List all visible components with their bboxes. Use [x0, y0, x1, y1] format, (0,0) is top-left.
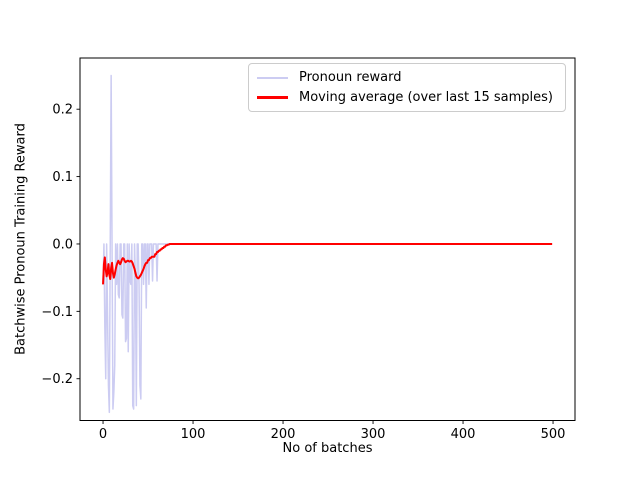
legend: Pronoun reward Moving average (over last…	[248, 63, 566, 112]
x-tick-label: 400	[451, 427, 476, 442]
legend-line-pronoun-reward-icon	[257, 76, 288, 79]
legend-line-moving-average-icon	[257, 95, 288, 99]
y-axis-label: Batchwise Pronoun Training Reward	[13, 123, 29, 355]
legend-label: Pronoun reward	[299, 70, 402, 86]
y-tick-label: −0.1	[41, 305, 73, 320]
x-tick-label: 200	[271, 427, 296, 442]
y-tick-label: 0.1	[52, 170, 73, 185]
x-tick-label: 300	[361, 427, 386, 442]
x-tick-label: 500	[541, 427, 566, 442]
axes-frame	[79, 57, 576, 421]
y-tick-label: 0.2	[52, 103, 73, 118]
x-tick-label: 100	[181, 427, 206, 442]
y-tick-label: −0.2	[41, 372, 73, 387]
series-moving-average-line	[102, 242, 553, 285]
legend-label: Moving average (over last 15 samples)	[299, 89, 554, 105]
y-tick-label: 0.0	[52, 237, 73, 252]
legend-item: Pronoun reward	[257, 70, 557, 85]
x-axis-label: No of batches	[282, 441, 373, 456]
x-tick-label: 0	[99, 427, 107, 442]
legend-item: Moving average (over last 15 samples)	[257, 90, 557, 105]
